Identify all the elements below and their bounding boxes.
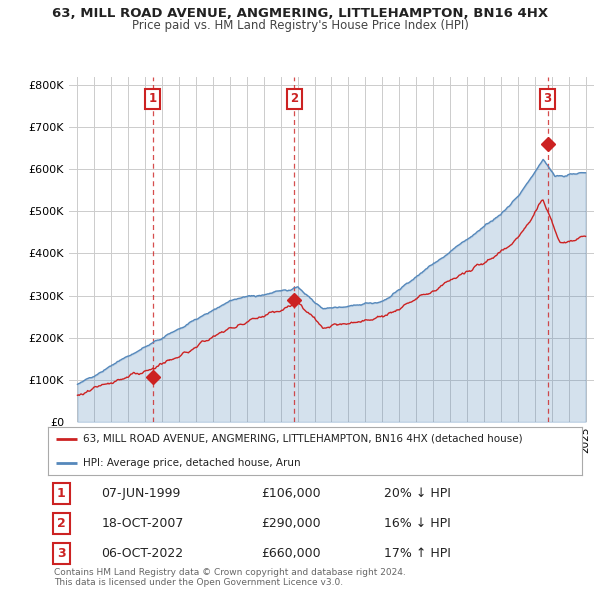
Text: £290,000: £290,000 xyxy=(262,517,321,530)
Text: £660,000: £660,000 xyxy=(262,548,321,560)
Text: 18-OCT-2007: 18-OCT-2007 xyxy=(101,517,184,530)
Text: 3: 3 xyxy=(544,92,551,105)
Text: 1: 1 xyxy=(57,487,66,500)
Text: £106,000: £106,000 xyxy=(262,487,321,500)
Text: 2: 2 xyxy=(290,92,298,105)
Text: 3: 3 xyxy=(57,548,65,560)
Text: 07-JUN-1999: 07-JUN-1999 xyxy=(101,487,181,500)
Text: 63, MILL ROAD AVENUE, ANGMERING, LITTLEHAMPTON, BN16 4HX: 63, MILL ROAD AVENUE, ANGMERING, LITTLEH… xyxy=(52,7,548,20)
Text: 63, MILL ROAD AVENUE, ANGMERING, LITTLEHAMPTON, BN16 4HX (detached house): 63, MILL ROAD AVENUE, ANGMERING, LITTLEH… xyxy=(83,434,523,444)
Text: Price paid vs. HM Land Registry's House Price Index (HPI): Price paid vs. HM Land Registry's House … xyxy=(131,19,469,32)
Text: HPI: Average price, detached house, Arun: HPI: Average price, detached house, Arun xyxy=(83,458,301,468)
Text: 2: 2 xyxy=(57,517,66,530)
Text: 06-OCT-2022: 06-OCT-2022 xyxy=(101,548,184,560)
Text: Contains HM Land Registry data © Crown copyright and database right 2024.
This d: Contains HM Land Registry data © Crown c… xyxy=(54,568,406,587)
Text: 20% ↓ HPI: 20% ↓ HPI xyxy=(385,487,451,500)
Text: 16% ↓ HPI: 16% ↓ HPI xyxy=(385,517,451,530)
Text: 17% ↑ HPI: 17% ↑ HPI xyxy=(385,548,451,560)
Text: 1: 1 xyxy=(149,92,157,105)
